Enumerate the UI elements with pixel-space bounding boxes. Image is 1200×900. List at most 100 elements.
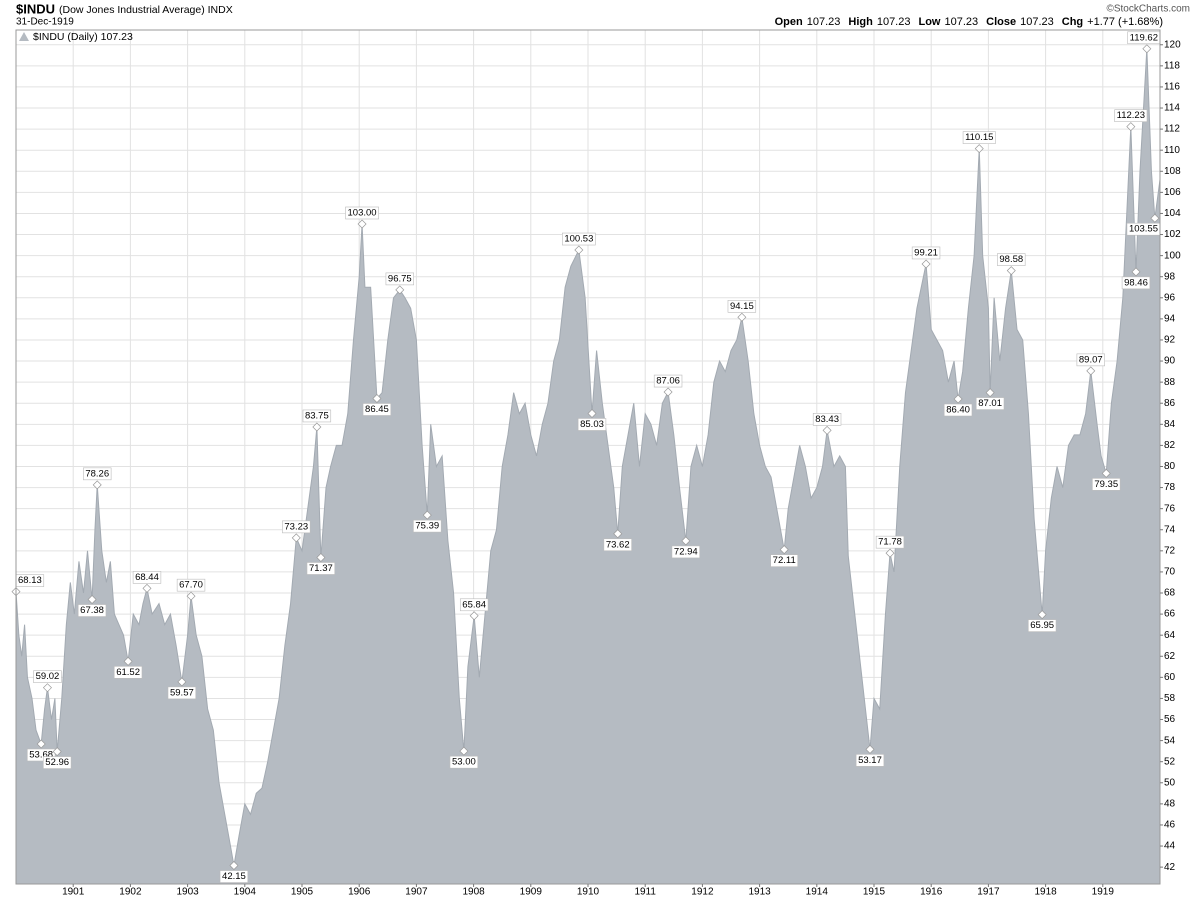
annotation-marker <box>177 677 187 687</box>
annotation-label: 119.62 <box>1130 32 1158 43</box>
annotation-box <box>1092 478 1121 491</box>
annotation-label: 87.06 <box>656 376 680 387</box>
annotation-label: 67.38 <box>80 605 104 616</box>
y-tick-label: 54 <box>1164 735 1176 746</box>
annotation-label: 103.55 <box>1129 224 1158 235</box>
y-tick-label: 74 <box>1164 524 1176 535</box>
x-tick-label: 1904 <box>234 887 257 898</box>
annotation-box <box>727 300 757 313</box>
y-tick-label: 88 <box>1164 377 1176 388</box>
annotation-marker <box>316 552 326 562</box>
annotation-box <box>413 519 442 533</box>
x-tick-label: 1906 <box>348 887 371 898</box>
y-tick-label: 108 <box>1164 166 1181 177</box>
annotation-box <box>1027 619 1057 632</box>
annotation-label: 72.11 <box>773 555 796 566</box>
y-tick-label: 42 <box>1164 862 1176 873</box>
x-tick-label: 1916 <box>920 887 943 898</box>
x-tick-label: 1902 <box>119 887 142 898</box>
annotation-label: 96.75 <box>388 273 412 284</box>
annotation-marker <box>186 591 196 601</box>
annotation-label: 52.96 <box>45 757 69 768</box>
x-tick-label: 1909 <box>520 887 543 898</box>
date: 31-Dec-1919 <box>16 17 74 28</box>
annotation-label: 73.62 <box>606 539 630 550</box>
annotation-marker <box>921 259 931 269</box>
annotation-marker <box>123 656 133 666</box>
x-tick-label: 1918 <box>1034 887 1057 898</box>
y-tick-label: 114 <box>1164 103 1180 114</box>
annotation-marker <box>357 219 367 229</box>
annotation-box <box>875 535 905 549</box>
quote-value: 107.23 <box>944 16 978 28</box>
annotation-box <box>943 403 973 417</box>
annotation-box <box>1121 276 1151 290</box>
annotation-label: 87.01 <box>978 398 1002 409</box>
annotation-label: 53.00 <box>452 757 476 768</box>
annotation-box <box>306 562 336 575</box>
annotation-box <box>345 206 379 220</box>
annotation-label: 65.95 <box>1030 620 1054 631</box>
quote: +1.77 (+1.68%) Chg 107.23 Close 107.23 Low 107… <box>775 16 1163 28</box>
annotation-box <box>577 418 607 431</box>
x-tick-label: 1903 <box>176 887 199 898</box>
annotation-marker <box>681 536 691 546</box>
x-tick-label: 1913 <box>748 887 771 898</box>
legend-swatch <box>19 32 29 41</box>
annotation-box <box>855 754 885 767</box>
legend-label: $INDU (Daily) 107.23 <box>33 31 133 43</box>
annotation-box <box>33 670 62 683</box>
x-tick-label: 1901 <box>62 887 85 898</box>
annotation-box <box>282 520 311 534</box>
line <box>15 48 1161 866</box>
y-tick-label: 68 <box>1164 588 1176 599</box>
area <box>16 48 1160 885</box>
annotation-marker <box>312 422 322 432</box>
y-tick-label: 64 <box>1164 630 1176 641</box>
annotation-marker <box>1037 610 1047 620</box>
y-tick-label: 96 <box>1164 292 1176 303</box>
y-tick-label: 106 <box>1164 187 1181 198</box>
y-tick-label: 48 <box>1164 799 1176 810</box>
annotation-label: 73.23 <box>284 521 308 532</box>
annotation-label: 79.35 <box>1094 479 1118 490</box>
annotation-label: 68.13 <box>18 575 42 586</box>
annotation-box <box>975 397 1005 410</box>
x-tick-label: 1905 <box>291 887 314 898</box>
annotation-marker <box>87 595 97 605</box>
annotation-marker <box>574 245 584 255</box>
annotation-marker <box>663 387 673 397</box>
annotations: 68.13 53.68 59.02 52.96 67.38 78.26 61.52 68.44… <box>11 31 1161 883</box>
annotation-box <box>77 604 107 617</box>
annotation-marker <box>1101 468 1111 478</box>
y-tick-label: 80 <box>1164 461 1176 472</box>
annotation-label: 94.15 <box>730 301 754 312</box>
annotation-box <box>449 755 479 769</box>
y-tick-label: 104 <box>1164 208 1181 219</box>
annotation-label: 86.40 <box>946 405 970 416</box>
annotation-marker <box>372 393 382 403</box>
x-tick-label: 1914 <box>806 887 829 898</box>
annotation-box <box>42 756 72 769</box>
y-tick-label: 110 <box>1164 145 1180 156</box>
y-tick-label: 66 <box>1164 609 1176 620</box>
annotation-marker <box>291 533 301 543</box>
annotation-label: 42.15 <box>222 871 246 882</box>
x-tick-label: 1912 <box>691 887 714 898</box>
x-tick-label: 1910 <box>577 887 600 898</box>
y-tick-label: 62 <box>1164 651 1176 662</box>
annotation-box <box>997 253 1026 266</box>
x-tick-label: 1915 <box>863 887 886 898</box>
annotation-label: 103.00 <box>348 208 377 219</box>
annotation-label: 98.46 <box>1124 277 1148 288</box>
y-tick-label: 56 <box>1164 714 1176 725</box>
y-tick-label: 86 <box>1164 398 1176 409</box>
annotation-label: 59.02 <box>36 671 60 682</box>
annotation-label: 112.23 <box>1117 110 1145 121</box>
annotation-marker <box>974 144 984 154</box>
annotation-label: 53.17 <box>858 755 882 766</box>
annotation-label: 98.58 <box>999 254 1023 265</box>
y-tick-label: 78 <box>1164 482 1176 493</box>
quote-value: 107.23 <box>1020 16 1054 28</box>
